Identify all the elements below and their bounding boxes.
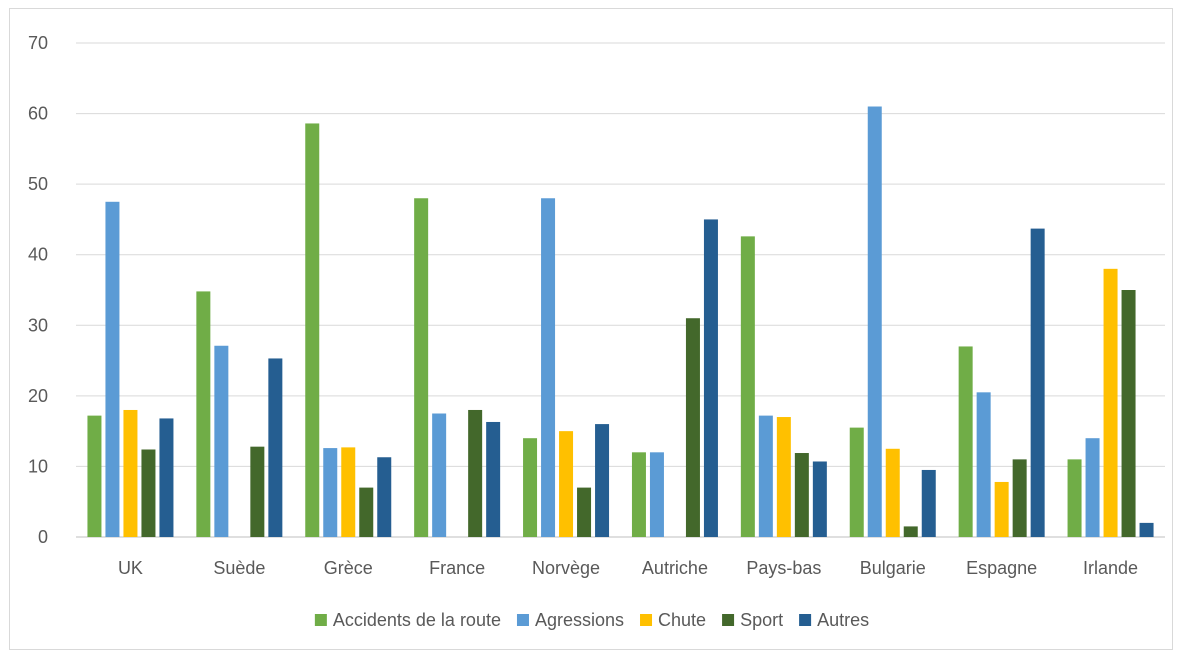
- legend-swatch: [516, 614, 529, 626]
- x-tick-label: Pays-bas: [746, 558, 821, 578]
- x-tick-label: France: [429, 558, 485, 578]
- bar-sport-9: [1121, 290, 1136, 537]
- bar-autres-1: [268, 358, 283, 537]
- bar-sport-3: [468, 409, 483, 537]
- x-tick-label: Autriche: [642, 558, 708, 578]
- bar-sport-1: [250, 446, 265, 537]
- x-tick-label: Norvège: [532, 558, 600, 578]
- bar-agressions-7: [867, 106, 882, 537]
- bar-accidents-de-la-route-7: [849, 427, 864, 537]
- bar-accidents-de-la-route-9: [1067, 459, 1082, 537]
- y-tick-label: 40: [28, 245, 48, 265]
- bar-autres-7: [921, 469, 936, 537]
- bar-accidents-de-la-route-8: [958, 346, 973, 537]
- bar-agressions-2: [323, 448, 338, 537]
- bar-autres-3: [486, 421, 501, 537]
- bar-chute-7: [885, 448, 900, 537]
- bar-agressions-4: [541, 198, 556, 537]
- bar-chute-0: [123, 409, 138, 537]
- bar-chute-6: [776, 417, 791, 537]
- bar-sport-7: [903, 526, 918, 537]
- bar-autres-2: [377, 457, 392, 537]
- bar-chart: 0 10 20 30 40 50 60 70 UK Suède Grèce France Norvèg…: [28, 33, 1165, 630]
- bar-agressions-5: [649, 452, 664, 537]
- bar-sport-0: [141, 449, 156, 537]
- chart-frame: 0 10 20 30 40 50 60 70 UK Suède Grèce France Norvèg…: [9, 8, 1173, 650]
- gridlines: [76, 42, 1165, 538]
- bar-sport-2: [359, 487, 374, 537]
- legend-label: Sport: [740, 610, 783, 630]
- y-tick-label: 20: [28, 386, 48, 406]
- bar-accidents-de-la-route-0: [87, 415, 102, 537]
- bar-accidents-de-la-route-1: [196, 291, 211, 537]
- legend-label: Autres: [817, 610, 869, 630]
- legend-swatch: [799, 614, 812, 626]
- bar-agressions-8: [976, 392, 991, 537]
- legend-label: Chute: [658, 610, 706, 630]
- x-tick-label: UK: [118, 558, 143, 578]
- x-tick-label: Irlande: [1083, 558, 1138, 578]
- bar-sport-8: [1012, 459, 1027, 537]
- bar-agressions-3: [432, 413, 447, 537]
- bar-accidents-de-la-route-3: [414, 198, 429, 537]
- y-tick-label: 10: [28, 456, 48, 476]
- bar-sport-5: [685, 318, 700, 537]
- x-tick-label: Bulgarie: [860, 558, 926, 578]
- bar-autres-9: [1139, 522, 1154, 537]
- bar-chute-8: [994, 481, 1009, 537]
- legend-label: Accidents de la route: [333, 610, 501, 630]
- bar-accidents-de-la-route-4: [523, 438, 538, 537]
- bar-autres-6: [812, 461, 827, 537]
- legend-swatch: [314, 614, 327, 626]
- bar-accidents-de-la-route-5: [631, 452, 646, 537]
- bar-autres-0: [159, 418, 174, 537]
- y-tick-label: 0: [38, 527, 48, 547]
- bar-chute-9: [1103, 268, 1118, 537]
- y-tick-label: 60: [28, 104, 48, 124]
- x-tick-label: Espagne: [966, 558, 1037, 578]
- x-axis-ticks: UK Suède Grèce France Norvège Autriche Pays-ba…: [118, 558, 1138, 578]
- legend-label: Agressions: [535, 610, 624, 630]
- bar-chute-2: [341, 447, 356, 537]
- y-axis-ticks: 0 10 20 30 40 50 60 70: [28, 33, 48, 547]
- bar-agressions-9: [1085, 438, 1100, 537]
- bar-sport-4: [577, 487, 592, 537]
- x-tick-label: Grèce: [324, 558, 373, 578]
- x-tick-label: Suède: [213, 558, 265, 578]
- legend-items: Accidents de la route Agressions Chute Spor…: [314, 610, 869, 630]
- bar-sport-6: [794, 453, 809, 537]
- bar-chute-4: [559, 431, 574, 537]
- y-tick-label: 50: [28, 174, 48, 194]
- bar-agressions-6: [758, 415, 773, 537]
- legend-swatch: [722, 614, 735, 626]
- bar-autres-5: [703, 219, 718, 537]
- legend: Accidents de la route Agressions Chute Spor…: [314, 610, 869, 630]
- bar-agressions-0: [105, 201, 120, 538]
- y-tick-label: 70: [28, 33, 48, 53]
- bar-accidents-de-la-route-2: [305, 123, 320, 538]
- y-tick-label: 30: [28, 315, 48, 335]
- bars: [87, 106, 1154, 538]
- legend-swatch: [640, 614, 653, 626]
- bar-autres-4: [595, 424, 610, 537]
- bar-autres-8: [1030, 228, 1045, 538]
- bar-accidents-de-la-route-6: [740, 236, 755, 537]
- bar-agressions-1: [214, 345, 229, 537]
